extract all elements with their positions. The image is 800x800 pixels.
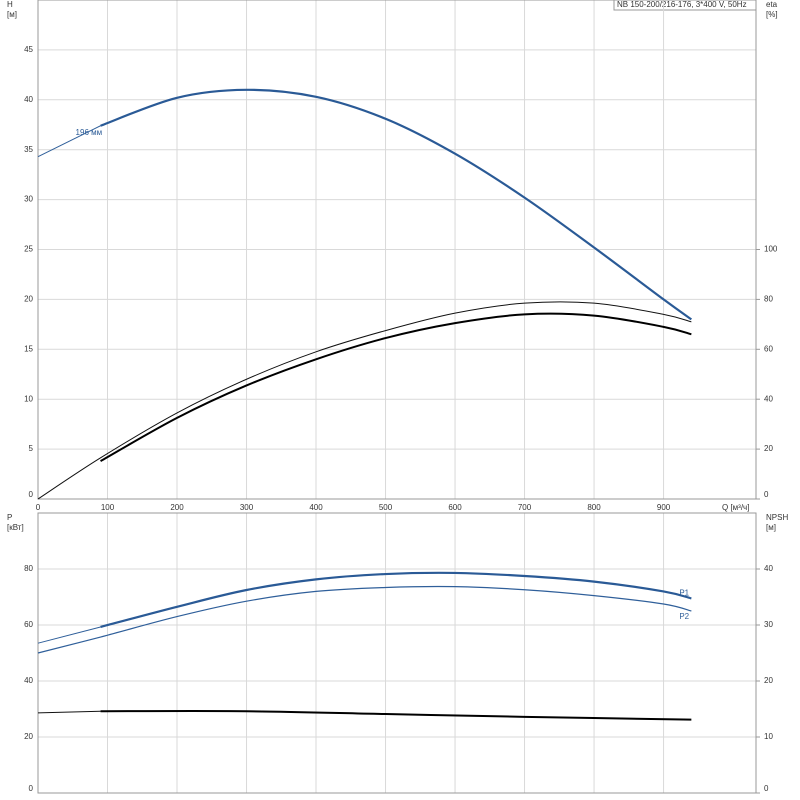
x-tick-label: 300 xyxy=(240,503,254,512)
y-axis-label: [кВт] xyxy=(7,523,24,532)
curve xyxy=(37,585,692,654)
y2-tick-label: 0 xyxy=(764,490,769,499)
y-axis-label: [м] xyxy=(7,10,17,19)
curve-label: 196 мм xyxy=(76,128,103,137)
y-tick-label: 5 xyxy=(29,444,34,453)
x-tick-label: 200 xyxy=(170,503,184,512)
y-tick-label: 10 xyxy=(24,394,33,403)
x-tick-label: 800 xyxy=(587,503,601,512)
x-axis-label: Q [м³/ч] xyxy=(722,503,749,512)
x-tick-label: 900 xyxy=(657,503,671,512)
curve xyxy=(37,301,692,500)
y-tick-label: 0 xyxy=(29,784,34,793)
y-axis-label: H xyxy=(7,0,13,9)
y2-tick-label: 10 xyxy=(764,732,773,741)
x-tick-label: 100 xyxy=(101,503,115,512)
y2-axis-label: [%] xyxy=(766,10,778,19)
x-tick-label: 400 xyxy=(309,503,323,512)
y2-tick-label: 60 xyxy=(764,344,773,353)
curve xyxy=(37,626,101,644)
y2-tick-label: 20 xyxy=(764,676,773,685)
y2-tick-label: 40 xyxy=(764,394,773,403)
y-tick-label: 20 xyxy=(24,732,33,741)
y2-axis-label: [м] xyxy=(766,523,776,532)
y-tick-label: 60 xyxy=(24,620,33,629)
y-tick-label: 80 xyxy=(24,564,33,573)
y-tick-label: 45 xyxy=(24,45,33,54)
curve xyxy=(100,571,692,629)
header: NB 150-200/216-176, 3*400 V, 50Hz xyxy=(617,0,747,9)
y2-axis-label: eta xyxy=(766,0,778,9)
y2-tick-label: 20 xyxy=(764,444,773,453)
y-tick-label: 30 xyxy=(24,195,33,204)
y-tick-label: 35 xyxy=(24,145,33,154)
x-tick-label: 600 xyxy=(448,503,462,512)
x-tick-label: 500 xyxy=(379,503,393,512)
curve xyxy=(100,88,693,321)
y2-tick-label: 30 xyxy=(764,620,773,629)
y-tick-label: 25 xyxy=(24,245,33,254)
y2-tick-label: 0 xyxy=(764,784,769,793)
curve-label: P2 xyxy=(679,612,689,621)
curve xyxy=(100,312,692,462)
y2-axis-label: NPSH xyxy=(766,513,788,522)
curve xyxy=(100,710,692,721)
y-axis-label: P xyxy=(7,513,12,522)
x-tick-label: 700 xyxy=(518,503,532,512)
y-tick-label: 15 xyxy=(24,344,33,353)
y-tick-label: 40 xyxy=(24,95,33,104)
x-tick-label: 0 xyxy=(36,503,41,512)
y2-tick-label: 100 xyxy=(764,245,778,254)
curve-label: P1 xyxy=(679,589,689,598)
y-tick-label: 20 xyxy=(24,295,33,304)
y2-tick-label: 80 xyxy=(764,295,773,304)
y-tick-label: 40 xyxy=(24,676,33,685)
curve xyxy=(37,710,101,714)
plot-frame xyxy=(37,0,757,500)
curve xyxy=(37,125,101,158)
y2-tick-label: 40 xyxy=(764,564,773,573)
y-tick-label: 0 xyxy=(29,490,34,499)
